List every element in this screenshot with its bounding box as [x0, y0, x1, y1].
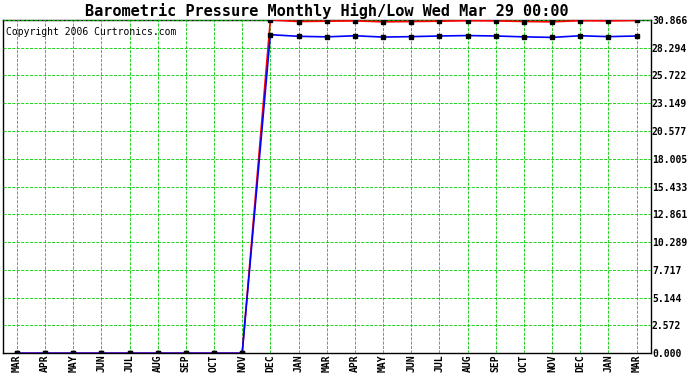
- Title: Barometric Pressure Monthly High/Low Wed Mar 29 00:00: Barometric Pressure Monthly High/Low Wed…: [85, 3, 569, 19]
- Text: Copyright 2006 Curtronics.com: Copyright 2006 Curtronics.com: [6, 27, 177, 37]
